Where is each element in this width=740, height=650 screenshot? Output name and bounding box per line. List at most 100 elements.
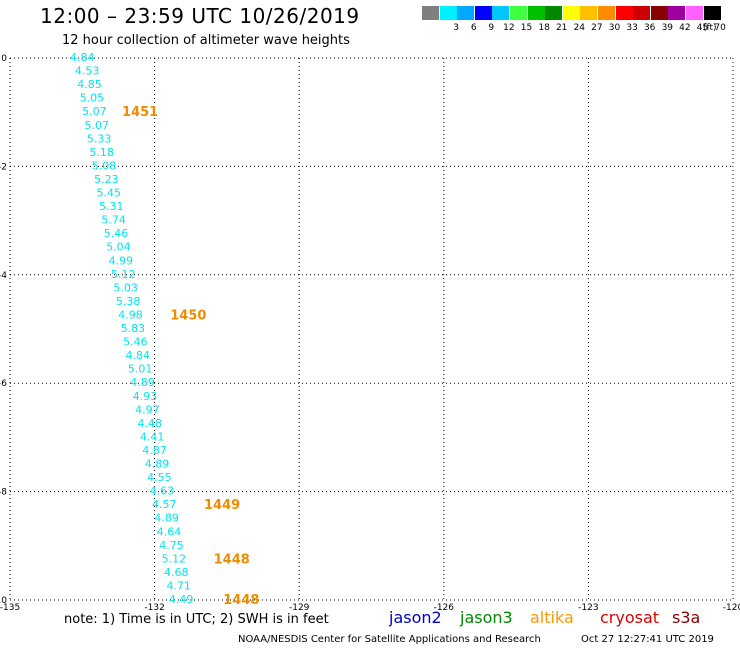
swh-value-label: 4.53 (75, 65, 100, 78)
time-label: 1449 (204, 498, 240, 513)
swh-value-label: 4.55 (147, 471, 172, 484)
color-scale-label: 21 (555, 23, 568, 33)
chart-title: 12:00 – 23:59 UTC 10/26/2019 (40, 4, 360, 28)
swh-value-label: 4.97 (135, 403, 160, 416)
y-tick-label: -10 (0, 596, 7, 606)
swh-value-label: 4.99 (109, 254, 134, 267)
color-scale-label: 27 (591, 23, 603, 33)
swh-value-label: 5.07 (85, 119, 110, 132)
swh-value-label: 5.45 (97, 187, 122, 200)
color-scale-swatch (510, 6, 527, 20)
color-scale-swatch (703, 6, 721, 20)
color-scale-label: 30 (608, 23, 621, 33)
swh-value-label: 4.84 (70, 51, 95, 64)
color-scale-label: 24 (573, 23, 586, 33)
swh-value-label: 4.48 (138, 417, 163, 430)
color-scale-label: 18 (538, 23, 550, 33)
swh-value-label: 5.01 (128, 363, 153, 376)
x-tick-label: -126 (434, 603, 455, 610)
swh-value-label: 5.04 (106, 241, 131, 254)
time-label: 1451 (122, 105, 158, 120)
color-scale-swatch (598, 6, 615, 20)
swh-value-label: 4.89 (145, 458, 170, 471)
color-scale-swatch (545, 6, 563, 20)
mission-altika: altika (530, 608, 574, 627)
swh-value-label: 5.31 (99, 200, 124, 213)
color-scale-swatch (439, 6, 457, 20)
color-scale-swatch (580, 6, 598, 20)
y-tick-label: 0 (1, 54, 7, 64)
color-scale-swatch (422, 6, 439, 20)
units-note: note: 1) Time is in UTC; 2) SWH is in fe… (64, 612, 329, 627)
color-scale-swatch (457, 6, 475, 20)
color-scale-swatch (527, 6, 545, 20)
swh-value-label: 5.18 (89, 146, 114, 159)
swh-value-label: 4.89 (154, 512, 179, 525)
x-tick-label: -135 (0, 603, 20, 610)
swh-value-label: 4.49 (169, 593, 194, 606)
y-tick-label: -4 (0, 271, 7, 281)
chart-subtitle: 12 hour collection of altimeter wave hei… (62, 33, 350, 48)
mission-jason3: jason3 (460, 608, 513, 627)
y-tick-label: -8 (0, 488, 7, 498)
swh-value-label: 4.93 (133, 390, 158, 403)
swh-value-label: 5.46 (104, 227, 129, 240)
swh-value-label: 4.87 (142, 444, 167, 457)
color-scale-swatch (686, 6, 703, 20)
swh-value-label: 4.57 (152, 498, 177, 511)
color-scale-swatch (615, 6, 633, 20)
swh-value-label: 5.08 (92, 159, 117, 172)
swh-value-label: 5.07 (82, 105, 107, 118)
swh-value-label: 5.46 (123, 336, 148, 349)
time-label: 1448 (214, 552, 250, 567)
color-scale-label: 12 (503, 23, 515, 33)
color-scale-label: 6 (470, 23, 477, 33)
generated-timestamp: Oct 27 12:27:41 UTC 2019 (581, 634, 714, 645)
color-scale-unit: (ft) (703, 23, 717, 33)
swh-value-label: 5.05 (80, 92, 105, 105)
color-scale-swatch (474, 6, 492, 20)
mission-jason2: jason2 (389, 608, 442, 627)
color-scale-swatch (562, 6, 580, 20)
time-label: 1448 (223, 593, 259, 608)
color-scale-label: 45 (696, 23, 709, 33)
time-label: 1450 (170, 308, 206, 323)
swh-value-label: 4.64 (157, 525, 182, 538)
x-tick-label: -123 (578, 603, 598, 610)
x-tick-label: -132 (144, 603, 164, 610)
swh-value-label: 4.75 (159, 539, 184, 552)
color-scale-swatch (668, 6, 686, 20)
swh-value-label: 5.33 (87, 132, 112, 145)
color-scale-label: 70 (714, 23, 726, 33)
swh-value-label: 4.41 (140, 430, 165, 443)
swh-value-label: 4.84 (125, 349, 150, 362)
color-scale-label: 39 (661, 23, 674, 33)
swh-value-label: 4.63 (150, 485, 175, 498)
mission-cryosat: cryosat (600, 608, 660, 627)
swh-value-label: 5.12 (111, 268, 136, 281)
color-scale-swatch (633, 6, 651, 20)
swh-value-label: 4.85 (77, 78, 102, 91)
swh-value-label: 5.74 (101, 214, 126, 227)
swh-value-label: 5.12 (162, 552, 187, 565)
y-tick-label: -6 (0, 379, 7, 389)
swh-value-label: 5.83 (121, 322, 146, 335)
credit-line: NOAA/NESDIS Center for Satellite Applica… (238, 634, 541, 645)
color-scale-label: 3 (453, 23, 459, 33)
y-tick-label: -2 (0, 162, 7, 172)
swh-value-label: 4.89 (130, 376, 155, 389)
color-scale-swatch (650, 6, 668, 20)
color-scale-label: 9 (488, 23, 495, 33)
color-scale-label: 36 (643, 23, 656, 33)
swh-value-label: 4.98 (118, 308, 143, 321)
color-scale-label: 15 (520, 23, 533, 33)
swh-value-label: 5.38 (116, 295, 141, 308)
swh-value-label: 5.03 (113, 281, 138, 294)
wave-height-plot: 0 -2 -4 -6 -8 -10-135 -132 -129 -126 -123 -120 4.84… (0, 51, 740, 610)
mission-s3a: s3a (672, 608, 701, 627)
color-scale-label: 42 (679, 23, 691, 33)
swh-value-label: 5.23 (94, 173, 119, 186)
color-scale-label: 33 (626, 23, 638, 33)
swh-value-label: 4.68 (164, 566, 189, 579)
swh-value-label: 4.71 (166, 579, 191, 592)
